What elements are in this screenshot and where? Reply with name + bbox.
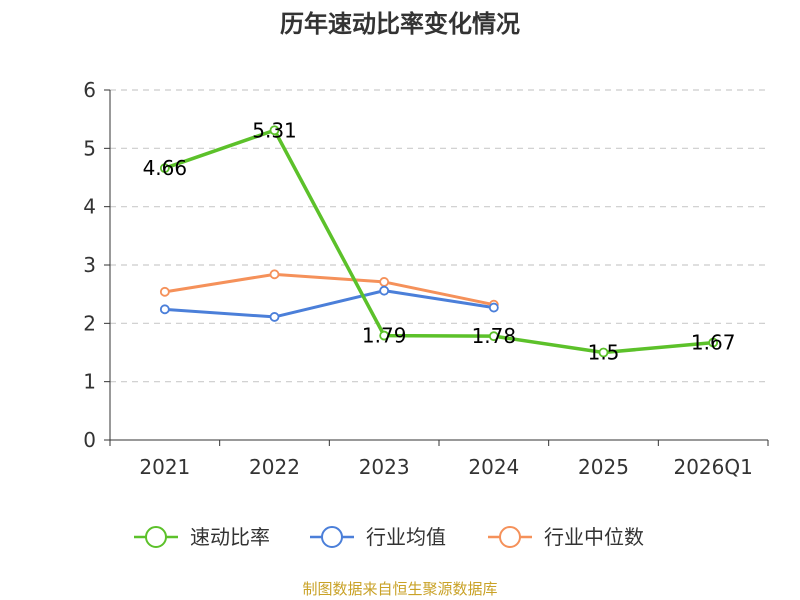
series-points [159, 125, 719, 358]
legend-swatch-marker [145, 526, 167, 548]
legend[interactable]: 速动比率 行业均值 行业中位数 [134, 525, 644, 549]
data-point[interactable] [488, 302, 499, 313]
series-lines [164, 128, 714, 355]
legend-item-0[interactable]: 速动比率 [134, 525, 270, 549]
y-tick-label: 0 [83, 428, 96, 452]
axes: 0 1 2 3 4 5 6 2021 2022 2023 2024 2025 2026Q1 [83, 78, 769, 479]
chart-title: 历年速动比率变化情况 [280, 10, 520, 38]
data-point[interactable] [708, 337, 719, 348]
data-point[interactable] [598, 347, 609, 358]
data-point[interactable] [488, 331, 499, 342]
data-point[interactable] [379, 285, 390, 296]
y-tick-label: 3 [83, 253, 96, 277]
data-point[interactable] [159, 163, 170, 174]
x-tick-label: 2025 [578, 455, 629, 479]
x-tick-label: 2023 [359, 455, 410, 479]
x-tick-label: 2021 [139, 455, 190, 479]
x-tick-label: 2024 [468, 455, 519, 479]
series-line-1 [164, 289, 495, 319]
y-tick-label: 2 [83, 311, 96, 335]
data-label: 4.66 [143, 156, 188, 180]
data-point[interactable] [159, 304, 170, 315]
data-point[interactable] [269, 269, 280, 280]
data-label: 1.79 [362, 324, 407, 348]
x-tick-label: 2022 [249, 455, 300, 479]
series-line-0 [164, 128, 714, 355]
data-label: 1.5 [588, 341, 620, 365]
y-tick-label: 1 [83, 370, 96, 394]
legend-swatch-marker [499, 526, 521, 548]
data-point[interactable] [269, 312, 280, 322]
legend-label: 速动比率 [190, 525, 270, 549]
legend-item-2[interactable]: 行业中位数 [488, 525, 644, 549]
data-point[interactable] [379, 277, 390, 287]
data-labels: 4.66 5.31 1.79 1.78 1.5 1.67 [143, 118, 736, 364]
y-tick-label: 4 [83, 195, 96, 219]
legend-swatch-marker [321, 526, 343, 548]
legend-item-1[interactable]: 行业均值 [310, 525, 446, 549]
legend-label: 行业中位数 [544, 525, 644, 549]
data-point[interactable] [379, 330, 390, 341]
x-tick-label: 2026Q1 [673, 455, 752, 479]
y-tick-label: 6 [83, 78, 96, 102]
source-note: 制图数据来自恒生聚源数据库 [302, 580, 497, 598]
legend-label: 行业均值 [366, 525, 446, 549]
data-point[interactable] [269, 125, 280, 136]
data-label: 1.67 [691, 331, 736, 355]
data-label: 1.78 [472, 324, 517, 348]
data-point[interactable] [159, 286, 170, 297]
data-label: 5.31 [252, 118, 297, 142]
y-tick-label: 5 [83, 136, 96, 160]
grid-lines [110, 89, 768, 383]
series-line-2 [164, 272, 495, 307]
